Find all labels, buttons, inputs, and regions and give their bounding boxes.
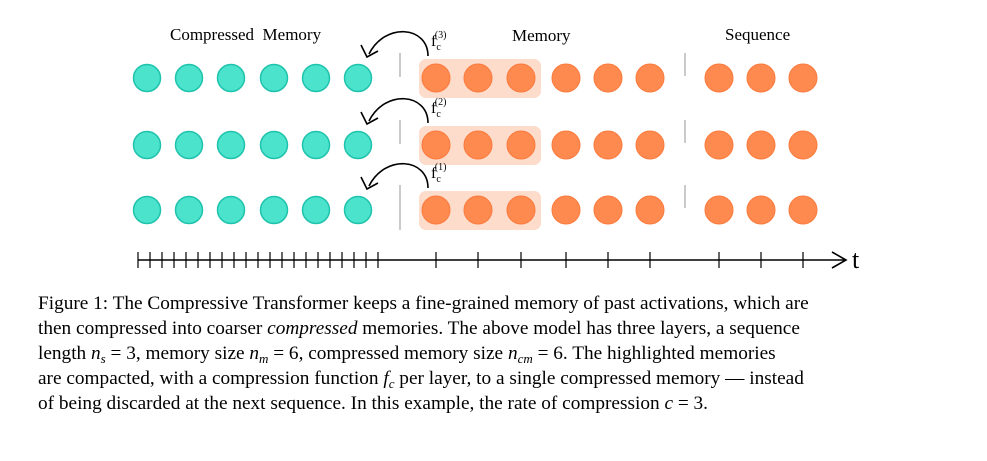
caption-text: memories. The above model has three laye…	[357, 318, 800, 339]
compression-arrow	[368, 30, 429, 57]
compressed-memory-node	[259, 195, 289, 225]
compressed-memory-node	[343, 195, 373, 225]
layer-row: fc(2)	[132, 97, 818, 165]
sequence-label: Sequence	[725, 25, 790, 44]
compressed-memory-node	[132, 195, 162, 225]
compressed-memory-node	[343, 130, 373, 160]
compressed-memory-node	[132, 130, 162, 160]
compressed-memory-node	[174, 130, 204, 160]
sequence-node	[704, 130, 734, 160]
math-var: f	[383, 368, 389, 389]
memory-node	[463, 63, 493, 93]
time-axis-label: t	[852, 245, 860, 274]
caption-text: of being discarded at the next sequence.…	[38, 393, 665, 414]
compressed-memory-node	[216, 195, 246, 225]
memory-node	[551, 195, 581, 225]
math-sub: cm	[517, 351, 533, 366]
memory-node	[506, 195, 536, 225]
memory-node	[463, 195, 493, 225]
time-axis	[137, 251, 848, 269]
arrowhead-icon	[360, 176, 379, 191]
compressed-memory-node	[259, 63, 289, 93]
caption-line-3: length ns = 3, memory size nm = 6, compr…	[38, 341, 968, 366]
memory-node	[421, 130, 451, 160]
memory-node	[421, 63, 451, 93]
caption-emphasis: compressed	[267, 318, 358, 339]
math-var: n	[507, 343, 518, 364]
compressed-memory-node	[216, 63, 246, 93]
memory-node	[593, 130, 623, 160]
caption-line-1: Figure 1: The Compressive Transformer ke…	[38, 291, 968, 316]
compressed-memory-label: Compressed Memory	[170, 25, 322, 44]
sequence-node	[788, 63, 818, 93]
compression-function-label: fc(2)	[431, 97, 446, 120]
memory-node	[593, 63, 623, 93]
math-sub: m	[259, 351, 269, 366]
sequence-node	[788, 130, 818, 160]
math-var: n	[249, 343, 260, 364]
compressive-transformer-diagram: Compressed Memory Memory Sequence fc(3) f…	[132, 25, 860, 274]
sequence-node	[746, 63, 776, 93]
memory-node	[635, 63, 665, 93]
caption-text: are compacted, with a compression functi…	[38, 368, 384, 389]
memory-node	[463, 130, 493, 160]
caption-line-5: of being discarded at the next sequence.…	[38, 391, 968, 416]
layer-row: fc(3)	[132, 30, 818, 98]
caption-text: = 6. The highlighted memories	[532, 343, 776, 364]
compressed-memory-node	[259, 130, 289, 160]
compression-function-label: fc(1)	[431, 162, 446, 185]
math-var: c	[664, 393, 673, 414]
caption-text: = 3, memory size	[105, 343, 250, 364]
compressed-memory-node	[132, 63, 162, 93]
caption-text: per layer, to a single compressed memory…	[394, 368, 804, 389]
layer-row: fc(1)	[132, 162, 818, 230]
caption-text: then compressed into coarser	[38, 318, 268, 339]
memory-node	[421, 195, 451, 225]
math-sub: c	[388, 376, 395, 391]
memory-node	[506, 63, 536, 93]
axis-arrowhead-icon	[831, 251, 848, 269]
sequence-node	[788, 195, 818, 225]
compressed-memory-node	[301, 63, 331, 93]
sequence-node	[704, 63, 734, 93]
compression-arrow	[368, 162, 429, 189]
caption-text: length	[38, 343, 92, 364]
compressed-memory-node	[174, 63, 204, 93]
compressed-memory-node	[301, 195, 331, 225]
sequence-node	[746, 130, 776, 160]
memory-node	[506, 130, 536, 160]
compressed-memory-node	[343, 63, 373, 93]
memory-node	[635, 130, 665, 160]
compressed-memory-node	[301, 130, 331, 160]
math-var: n	[91, 343, 101, 364]
memory-node	[551, 63, 581, 93]
caption-text: = 3.	[673, 393, 708, 414]
sequence-node	[704, 195, 734, 225]
math-sub: s	[100, 351, 106, 366]
compression-arrow	[368, 97, 429, 124]
arrowhead-icon	[360, 44, 379, 59]
caption-text: = 6, compressed memory size	[268, 343, 508, 364]
caption-text: Figure 1: The Compressive Transformer ke…	[38, 293, 809, 314]
compressed-memory-node	[216, 130, 246, 160]
compressed-memory-node	[174, 195, 204, 225]
caption-line-4: are compacted, with a compression functi…	[38, 366, 968, 391]
compression-function-label: fc(3)	[431, 30, 446, 53]
memory-label: Memory	[512, 26, 571, 45]
memory-node	[593, 195, 623, 225]
caption-line-2: then compressed into coarser compressed …	[38, 316, 968, 341]
sequence-node	[746, 195, 776, 225]
figure-caption: Figure 1: The Compressive Transformer ke…	[38, 291, 968, 416]
memory-node	[551, 130, 581, 160]
memory-node	[635, 195, 665, 225]
arrowhead-icon	[360, 111, 379, 126]
